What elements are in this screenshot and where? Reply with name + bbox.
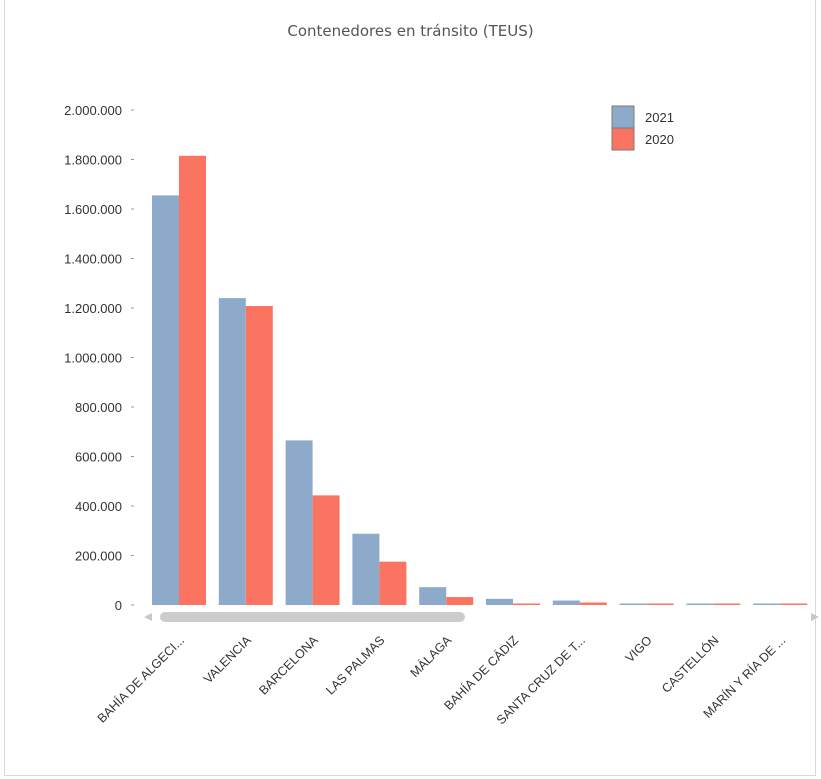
y-tick-label: 2.000.000	[64, 103, 122, 118]
y-tick-label: 400.000	[75, 499, 122, 514]
scroll-left-arrow-icon[interactable]	[144, 613, 152, 621]
legend-swatch-2021[interactable]	[611, 105, 635, 129]
y-tick-label: 1.600.000	[64, 202, 122, 217]
bar-2020[interactable]	[713, 603, 741, 606]
legend-label-2021[interactable]: 2021	[645, 110, 674, 125]
bar-2021[interactable]	[152, 195, 179, 605]
bar-2021[interactable]	[352, 533, 380, 605]
bar-2020[interactable]	[312, 495, 340, 605]
y-tick-label: 1.400.000	[64, 252, 122, 267]
bar-2021[interactable]	[486, 598, 513, 605]
x-category-label: CASTELLÓN	[658, 633, 721, 696]
x-axis-labels: BAHÍA DE ALGECI... VALENCIA BARCELONA LAS P…	[94, 632, 788, 727]
y-tick-label: 1.000.000	[64, 351, 122, 366]
y-tick-label: 600.000	[75, 450, 122, 465]
bar-2020[interactable]	[446, 597, 474, 605]
bar-2020[interactable]	[513, 603, 540, 606]
x-category-label: BAHÍA DE ALGECI...	[94, 633, 187, 726]
bar-2020[interactable]	[179, 155, 206, 605]
y-axis: 0 200.000 400.000 600.000 800.000 1.000.000 1.…	[64, 103, 134, 613]
chart-frame	[4, 0, 816, 776]
chart-title: Contenedores en tránsito (TEUS)	[287, 22, 534, 40]
bar-2021[interactable]	[619, 603, 647, 606]
x-category-label: BARCELONA	[256, 633, 321, 698]
bar-2021[interactable]	[552, 600, 580, 605]
bar-2021[interactable]	[753, 603, 781, 606]
y-tick-label: 1.200.000	[64, 301, 122, 316]
bar-2021[interactable]	[285, 440, 313, 605]
horizontal-scrollbar[interactable]	[144, 612, 819, 622]
bar-2020[interactable]	[646, 603, 674, 606]
x-category-label: VIGO	[623, 633, 655, 665]
y-tick-label: 200.000	[75, 549, 122, 564]
legend-swatch-2020[interactable]	[611, 127, 635, 151]
bar-2021[interactable]	[686, 603, 714, 606]
x-category-label: MÁLAGA	[407, 632, 455, 680]
bar-2020[interactable]	[780, 603, 808, 606]
bar-2020[interactable]	[245, 306, 273, 605]
y-tick-label: 0	[115, 598, 122, 613]
y-tick-label: 800.000	[75, 400, 122, 415]
bars	[152, 155, 808, 606]
x-category-label: LAS PALMAS	[323, 633, 387, 697]
scroll-right-arrow-icon[interactable]	[811, 613, 819, 621]
bar-2021[interactable]	[419, 587, 447, 605]
legend-label-2020[interactable]: 2020	[645, 132, 674, 147]
bar-2020[interactable]	[579, 602, 607, 605]
legend[interactable]: 2021 2020	[611, 105, 674, 151]
bar-2020[interactable]	[379, 561, 407, 605]
bar-2021[interactable]	[218, 298, 246, 605]
scroll-thumb[interactable]	[160, 612, 465, 622]
y-tick-label: 1.800.000	[64, 153, 122, 168]
x-category-label: VALENCIA	[201, 633, 254, 686]
